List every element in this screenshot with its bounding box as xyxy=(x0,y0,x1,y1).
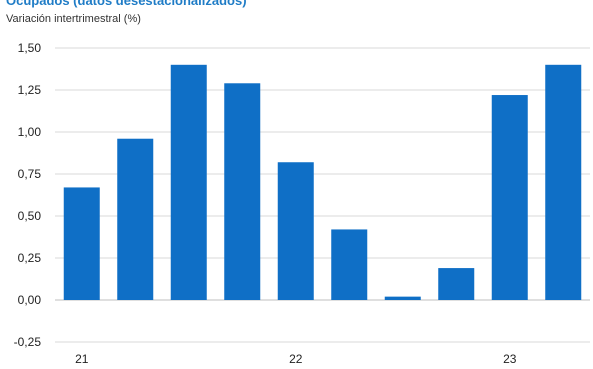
y-tick-label: 0,50 xyxy=(18,209,42,223)
bar xyxy=(224,83,260,300)
x-tick-label: 23 xyxy=(503,352,517,366)
x-tick-label: 22 xyxy=(289,352,303,366)
y-tick-label: 1,50 xyxy=(18,41,42,55)
bar xyxy=(64,187,100,300)
bar xyxy=(545,65,581,300)
bar xyxy=(117,139,153,300)
bar xyxy=(438,268,474,300)
y-tick-label: 1,25 xyxy=(18,83,42,97)
y-tick-label: 1,00 xyxy=(18,125,42,139)
bar xyxy=(331,229,367,300)
bar xyxy=(171,65,207,300)
y-tick-label: 0,25 xyxy=(18,251,42,265)
bar xyxy=(492,95,528,300)
y-tick-label: 0,75 xyxy=(18,167,42,181)
x-tick-label: 21 xyxy=(75,352,89,366)
bar xyxy=(385,297,421,300)
y-tick-label: 0,00 xyxy=(18,293,42,307)
y-tick-label: -0,25 xyxy=(14,335,42,349)
bar xyxy=(278,162,314,300)
